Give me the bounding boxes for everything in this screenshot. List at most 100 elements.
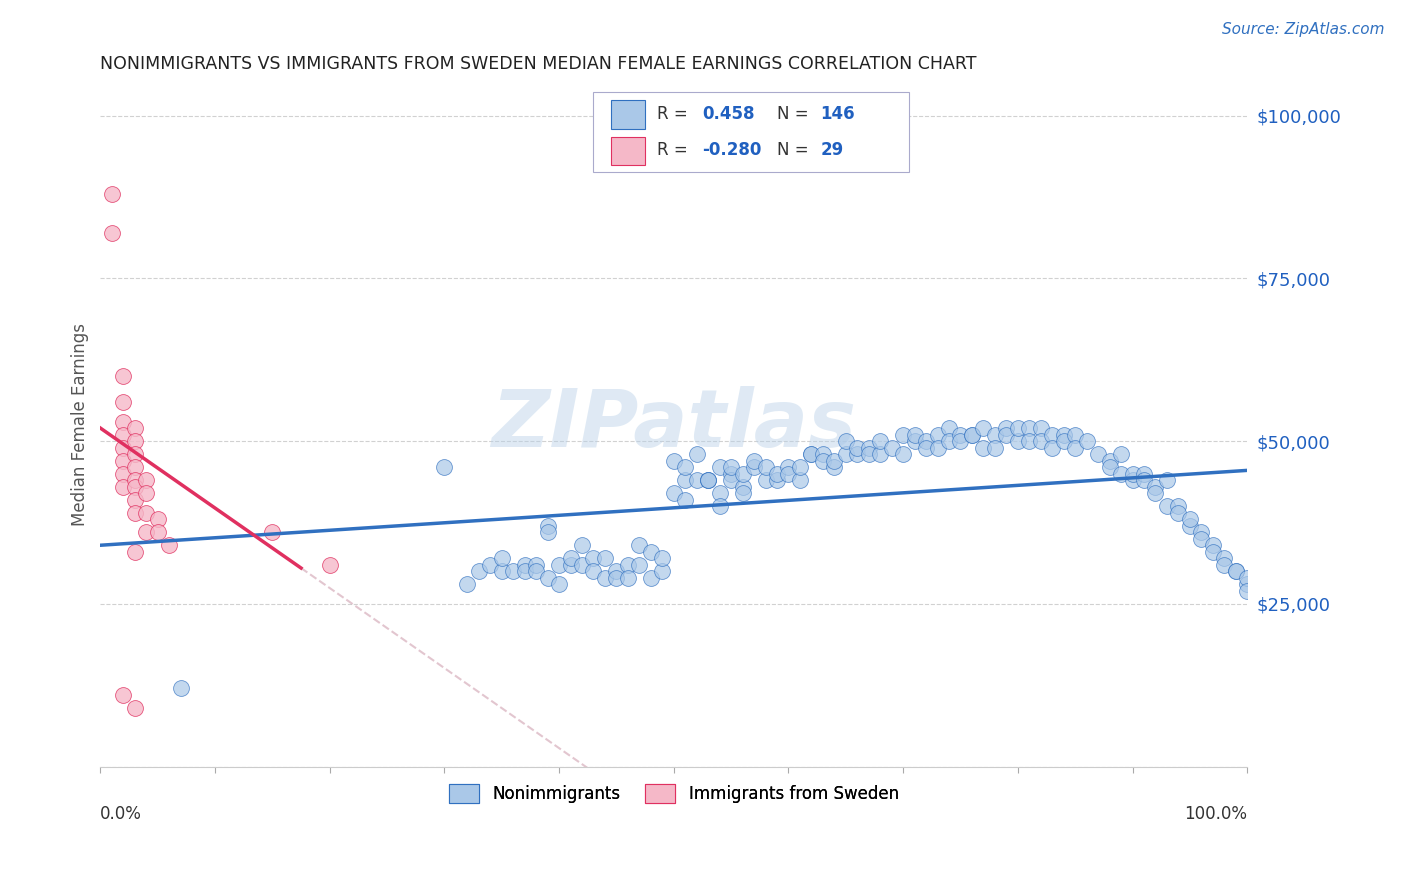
Point	[124, 434, 146, 448]
Point	[1213, 558, 1236, 572]
Text: -0.280: -0.280	[703, 141, 762, 159]
Point	[927, 427, 949, 442]
Point	[491, 564, 513, 578]
Point	[835, 447, 858, 461]
Point	[811, 453, 834, 467]
Point	[1098, 460, 1121, 475]
Point	[112, 467, 135, 481]
Point	[789, 460, 811, 475]
Text: N =: N =	[778, 104, 808, 122]
Point	[1202, 545, 1225, 559]
Text: ZIPatlas: ZIPatlas	[491, 386, 856, 464]
Point	[823, 453, 845, 467]
Point	[124, 701, 146, 715]
Point	[593, 571, 616, 585]
Point	[1109, 467, 1132, 481]
Point	[1189, 525, 1212, 540]
Point	[124, 421, 146, 435]
Point	[1236, 571, 1258, 585]
Point	[995, 421, 1018, 435]
Point	[778, 460, 800, 475]
Point	[593, 551, 616, 566]
Text: N =: N =	[778, 141, 808, 159]
Point	[891, 427, 914, 442]
Point	[548, 577, 571, 591]
Point	[1098, 453, 1121, 467]
Point	[1121, 467, 1143, 481]
Point	[984, 427, 1007, 442]
Point	[479, 558, 502, 572]
Point	[1121, 473, 1143, 487]
Point	[697, 473, 720, 487]
Point	[823, 460, 845, 475]
Point	[1064, 427, 1087, 442]
Point	[766, 473, 789, 487]
Point	[972, 441, 994, 455]
Point	[135, 525, 157, 540]
Point	[1144, 480, 1167, 494]
Point	[146, 525, 169, 540]
Point	[124, 506, 146, 520]
Point	[1029, 421, 1052, 435]
FancyBboxPatch shape	[610, 136, 645, 165]
Point	[605, 571, 627, 585]
Text: R =: R =	[657, 141, 688, 159]
Point	[135, 473, 157, 487]
Point	[984, 441, 1007, 455]
Y-axis label: Median Female Earnings: Median Female Earnings	[72, 323, 89, 526]
Point	[1178, 518, 1201, 533]
Point	[731, 486, 754, 500]
Text: 29: 29	[821, 141, 844, 159]
Point	[742, 460, 765, 475]
Point	[1167, 499, 1189, 513]
Point	[972, 421, 994, 435]
Point	[456, 577, 478, 591]
Point	[709, 499, 731, 513]
Point	[112, 480, 135, 494]
Point	[112, 441, 135, 455]
Point	[582, 564, 605, 578]
Point	[536, 518, 558, 533]
Point	[1133, 467, 1156, 481]
Point	[869, 447, 891, 461]
Point	[502, 564, 524, 578]
Point	[169, 681, 191, 696]
Point	[628, 558, 651, 572]
Point	[1007, 421, 1029, 435]
Point	[513, 558, 536, 572]
Point	[742, 453, 765, 467]
Text: Source: ZipAtlas.com: Source: ZipAtlas.com	[1222, 22, 1385, 37]
Point	[1156, 473, 1178, 487]
Point	[651, 564, 673, 578]
Point	[662, 486, 685, 500]
Point	[1040, 427, 1063, 442]
Legend: Nonimmigrants, Immigrants from Sweden: Nonimmigrants, Immigrants from Sweden	[441, 777, 905, 810]
FancyBboxPatch shape	[593, 92, 908, 172]
Point	[1076, 434, 1098, 448]
Point	[548, 558, 571, 572]
Point	[112, 688, 135, 702]
Point	[513, 564, 536, 578]
Point	[800, 447, 823, 461]
Text: NONIMMIGRANTS VS IMMIGRANTS FROM SWEDEN MEDIAN FEMALE EARNINGS CORRELATION CHART: NONIMMIGRANTS VS IMMIGRANTS FROM SWEDEN …	[100, 55, 977, 73]
Point	[915, 434, 938, 448]
Point	[697, 473, 720, 487]
Point	[605, 564, 627, 578]
Point	[112, 453, 135, 467]
Point	[778, 467, 800, 481]
FancyBboxPatch shape	[610, 100, 645, 128]
Point	[697, 473, 720, 487]
Point	[1064, 441, 1087, 455]
Point	[124, 447, 146, 461]
Point	[491, 551, 513, 566]
Point	[720, 473, 742, 487]
Point	[1040, 441, 1063, 455]
Point	[146, 512, 169, 526]
Point	[686, 473, 709, 487]
Point	[124, 460, 146, 475]
Point	[949, 434, 972, 448]
Point	[262, 525, 284, 540]
Point	[1053, 427, 1076, 442]
Point	[1202, 538, 1225, 552]
Point	[112, 369, 135, 384]
